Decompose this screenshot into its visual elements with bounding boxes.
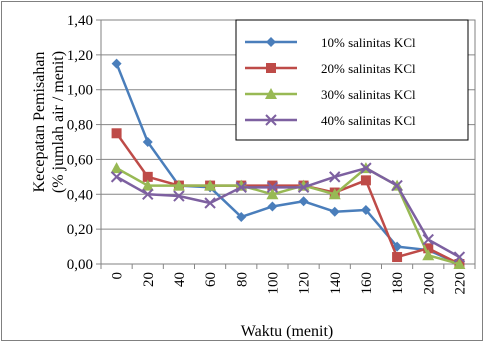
data-point <box>266 63 276 73</box>
x-tick-label: 160 <box>359 272 375 295</box>
data-point <box>453 258 466 269</box>
legend-label: 20% salinitas KCl <box>321 61 416 76</box>
data-point-stroke <box>204 197 216 209</box>
data-point <box>329 206 340 217</box>
data-point <box>422 233 434 246</box>
y-axis-title-line2: (% jumlah air / menit) <box>50 51 67 193</box>
legend-label: 40% salinitas KCl <box>321 113 416 128</box>
series-line <box>115 166 461 259</box>
data-point-stroke <box>265 114 277 126</box>
y-tick-label: 0,60 <box>67 152 93 168</box>
data-point-stroke <box>173 190 185 202</box>
legend-item: 40% salinitas KCl <box>245 113 416 128</box>
data-point <box>265 114 277 126</box>
x-tick-label: 0 <box>110 272 126 280</box>
y-tick-label: 0,00 <box>67 257 93 273</box>
y-tick-label: 0,80 <box>67 118 93 134</box>
data-point <box>111 128 122 139</box>
data-point <box>329 171 341 183</box>
data-point <box>297 181 310 194</box>
series-4 <box>110 162 466 263</box>
data-point <box>142 137 153 147</box>
x-tick-label: 140 <box>328 272 344 295</box>
data-point <box>142 171 153 182</box>
data-point <box>422 249 435 261</box>
legend-label: 10% salinitas KCl <box>321 35 416 50</box>
y-axis-title-line1: Kecepatan Pemisahan <box>31 52 48 193</box>
data-point <box>172 179 185 191</box>
series-line <box>115 132 460 266</box>
data-point-stroke <box>297 181 310 194</box>
legend: 10% salinitas KCl 20% salinitas KCl 30% sa… <box>235 19 469 141</box>
y-tick-label: 0,40 <box>67 187 93 203</box>
data-point <box>453 251 466 263</box>
data-point <box>236 211 247 222</box>
data-point-stroke <box>360 162 372 174</box>
x-tick-label: 200 <box>421 272 437 295</box>
data-point <box>423 243 434 254</box>
data-point <box>141 179 154 191</box>
x-tick-label: 180 <box>390 272 406 295</box>
series-group <box>110 58 466 269</box>
x-tick-label: 120 <box>297 272 313 295</box>
x-axis-title: Waktu (menit) <box>241 323 333 340</box>
data-point <box>110 171 123 183</box>
y-axis-ticks: 0,00 0,20 0,40 0,60 0,80 1,00 1,20 1,40 <box>67 13 101 273</box>
x-tick-label: 80 <box>234 272 250 287</box>
data-point-stroke <box>391 179 403 192</box>
data-point <box>204 197 216 209</box>
data-point <box>204 179 217 191</box>
data-point <box>328 188 341 200</box>
series-line <box>115 63 460 266</box>
x-tick-label: 20 <box>141 272 157 287</box>
data-point <box>391 179 403 192</box>
x-tick-label: 100 <box>265 272 281 295</box>
data-point-stroke <box>266 181 279 194</box>
data-point-stroke <box>142 188 154 200</box>
data-point <box>392 252 403 263</box>
data-point <box>360 162 372 174</box>
x-tick-label: 220 <box>452 272 468 295</box>
data-point <box>266 188 279 200</box>
data-point-stroke <box>329 171 341 183</box>
legend-item: 20% salinitas KCl <box>245 61 416 76</box>
data-point <box>266 181 279 194</box>
data-point <box>266 37 276 47</box>
x-axis-ticks: 0 20 40 60 80 100 120 140 160 180 200 220 <box>100 264 476 295</box>
data-point <box>265 88 277 99</box>
legend-item: 30% salinitas KCl <box>245 87 416 102</box>
data-point <box>267 180 278 191</box>
data-point <box>360 175 371 186</box>
data-point <box>173 190 185 202</box>
legend-label: 30% salinitas KCl <box>321 87 416 102</box>
y-tick-label: 1,40 <box>67 13 93 29</box>
data-point <box>142 188 154 200</box>
data-point <box>267 201 278 212</box>
data-point-stroke <box>235 181 247 194</box>
data-point-stroke <box>422 233 434 246</box>
data-point-stroke <box>453 251 466 263</box>
data-point <box>235 181 247 194</box>
data-point <box>360 204 371 215</box>
legend-item: 10% salinitas KCl <box>245 35 416 50</box>
y-tick-label: 0,20 <box>67 222 93 238</box>
x-tick-label: 40 <box>172 272 188 287</box>
series-line <box>115 166 460 266</box>
data-point <box>298 196 309 207</box>
data-point-stroke <box>110 171 123 183</box>
y-tick-label: 1,00 <box>67 83 93 99</box>
data-point <box>110 162 123 174</box>
y-tick-label: 1,20 <box>67 48 93 64</box>
x-tick-label: 60 <box>203 272 219 287</box>
data-point <box>111 58 122 69</box>
